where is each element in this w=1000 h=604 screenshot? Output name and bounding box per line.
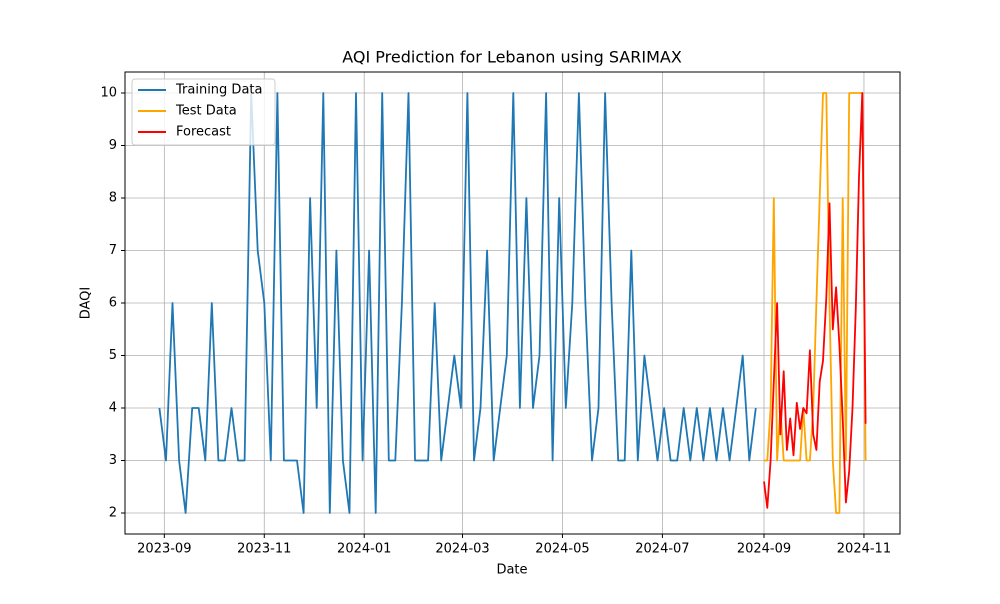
y-tick-label: 7 xyxy=(109,243,117,258)
legend-label: Test Data xyxy=(175,104,237,119)
y-axis-label: DAQI xyxy=(79,287,94,320)
data-line xyxy=(763,92,867,509)
y-tick-label: 10 xyxy=(100,86,117,101)
legend-label: Forecast xyxy=(176,125,231,140)
x-tick-label: 2024-11 xyxy=(837,542,891,557)
x-axis-label: Date xyxy=(496,563,527,578)
x-tick-label: 2024-03 xyxy=(435,542,489,557)
y-tick-label: 3 xyxy=(109,453,117,468)
y-tick-label: 2 xyxy=(109,506,117,521)
x-tick-label: 2024-07 xyxy=(635,542,689,557)
x-tick-label: 2024-01 xyxy=(337,542,391,557)
y-tick-label: 6 xyxy=(109,296,117,311)
x-tick-label: 2024-05 xyxy=(535,542,589,557)
legend-box xyxy=(131,78,276,146)
y-tick-label: 8 xyxy=(109,191,117,206)
y-tick-label: 5 xyxy=(109,348,117,363)
plot-frame xyxy=(124,71,901,535)
x-tick-label: 2024-09 xyxy=(737,542,791,557)
chart-title: AQI Prediction for Lebanon using SARIMAX xyxy=(342,48,682,67)
data-line xyxy=(158,92,757,514)
y-tick-label: 9 xyxy=(109,138,117,153)
y-tick-label: 4 xyxy=(109,401,117,416)
x-tick-label: 2023-09 xyxy=(137,542,191,557)
legend-label: Training Data xyxy=(175,83,262,98)
x-tick-label: 2023-11 xyxy=(237,542,291,557)
